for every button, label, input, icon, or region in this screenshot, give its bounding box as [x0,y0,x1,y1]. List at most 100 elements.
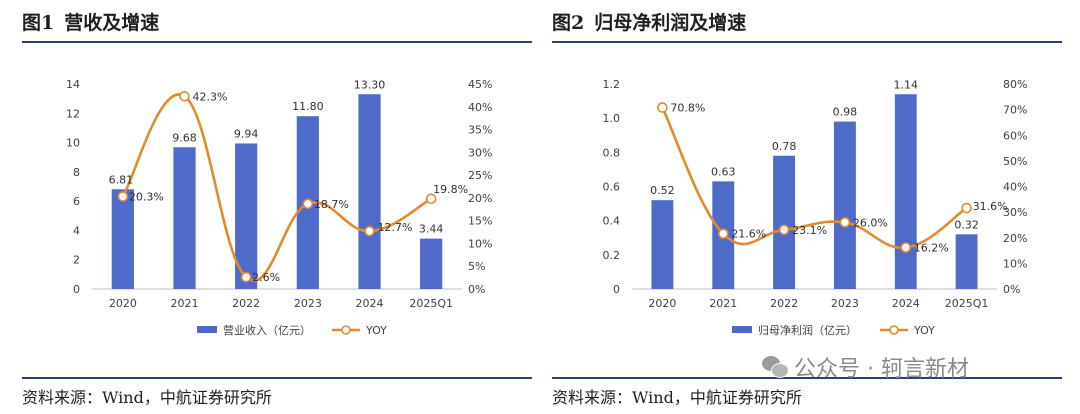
y2-tick-label: 30% [468,146,492,159]
x-tick-label: 2022 [232,297,260,310]
yoy-line [121,93,432,282]
bar [173,147,196,289]
y-tick-label: 12 [66,107,80,120]
figure-1-number: 图1 [22,12,55,34]
bar [833,121,856,289]
figure-2-top-rule [552,41,1062,43]
yoy-point [179,90,190,102]
figure-1-title-text: 营收及增速 [64,12,160,34]
legend-bar-swatch [197,326,217,333]
bar [111,189,134,289]
y2-tick-label: 60% [1003,129,1027,142]
figure-1: 图1 营收及增速 0 2 4 6 8 10 12 14 0% 5% 10% 15% 20% 25% 30% 35… [22,0,532,414]
bar-data-label: 0.63 [711,165,736,178]
bar [955,234,978,289]
x-tick-label: 2021 [171,297,199,310]
y-tick-label: 0 [73,283,80,296]
y2-tick-label: 20% [1003,232,1027,245]
yoy-point [961,202,972,214]
bar-data-label: 13.30 [354,78,386,91]
bar-data-label: 3.44 [419,223,444,236]
yoy-point [839,217,851,228]
yoy-data-label: 42.3% [193,90,228,103]
legend-bar-label: 归母净利润（亿元） [758,323,857,337]
x-tick-label: 2022 [770,297,798,310]
legend-bar-label: 营业收入（亿元） [223,323,311,337]
figure-2-title: 图2 归母净利润及增速 [552,8,746,35]
x-tick-label: 2020 [109,297,137,310]
bar-data-label: 1.14 [894,78,919,91]
figure-1-bottom-rule [22,377,532,379]
y-tick-label: 8 [73,166,80,179]
x-tick-label: 2025Q1 [409,297,453,310]
yoy-data-label: 12.7% [378,221,413,234]
bar [773,155,796,289]
figure-1-source: 资料来源：Wind，中航证券研究所 [22,388,272,407]
y-tick-label: 0.6 [603,181,621,194]
legend-bar-swatch [732,326,752,333]
yoy-data-label: 23.1% [792,224,827,237]
revenue-chart: 0 2 4 6 8 10 12 14 0% 5% 10% 15% 20% 25% 30% 35% 40% 45% 2… [66,78,492,337]
yoy-data-label: 20.3% [129,191,164,204]
x-tick-label: 2020 [648,297,676,310]
legend-line-label: YOY [365,324,387,337]
yoy-data-label: 26.0% [853,216,888,229]
figure-2-number: 图2 [552,12,585,34]
yoy-point [900,242,912,253]
y2-tick-label: 0% [468,283,485,296]
yoy-data-label: 2.6% [252,271,280,284]
y-tick-label: 1.0 [603,112,621,125]
y2-tick-label: 5% [468,260,485,273]
y2-tick-label: 10% [468,237,492,250]
yoy-point [778,224,790,236]
y2-tick-label: 40% [468,101,492,114]
y-tick-label: 14 [66,78,80,91]
yoy-data-label: 19.8% [433,183,468,196]
y2-tick-label: 15% [468,215,492,228]
x-tick-label: 2024 [892,297,920,310]
bar-data-label: 11.80 [292,100,324,113]
y2-tick-label: 20% [468,192,492,205]
y-tick-label: 0.2 [603,249,621,262]
y-tick-label: 1.2 [603,78,621,91]
yoy-point [425,193,437,205]
figure-1-title: 图1 营收及增速 [22,8,159,35]
bar [235,143,258,289]
bar [894,94,917,289]
y-tick-label: 0.4 [603,215,621,228]
x-tick-label: 2025Q1 [945,297,989,310]
y-tick-label: 4 [73,224,80,237]
yoy-point [117,191,129,202]
y-tick-label: 0 [613,283,620,296]
legend-line-marker [341,325,351,335]
yoy-point [302,198,314,210]
yoy-point [717,228,729,239]
yoy-point [364,225,375,237]
y2-tick-label: 40% [1003,181,1027,194]
bar-data-label: 0.78 [772,140,797,153]
bar-data-label: 6.81 [109,173,134,186]
yoy-data-label: 21.6% [731,228,766,241]
y2-tick-label: 25% [468,169,492,182]
y-tick-label: 0.8 [603,146,621,159]
x-tick-label: 2023 [294,297,322,310]
y-tick-label: 6 [73,195,80,208]
bar-data-label: 0.98 [833,106,858,119]
figure-2-title-text: 归母净利润及增速 [594,12,747,34]
y-tick-label: 2 [73,254,80,267]
net-profit-chart: 0 0.2 0.4 0.6 0.8 1.0 1.2 0% 10% 20% 30% 40% 50% 60% 7… [603,78,1028,337]
y2-tick-label: 80% [1003,78,1027,91]
y2-tick-label: 0% [1003,283,1020,296]
y2-tick-label: 35% [468,124,492,137]
yoy-data-label: 31.6% [973,200,1008,213]
figure-2-source: 资料来源：Wind，中航证券研究所 [552,388,802,407]
x-tick-label: 2024 [356,297,384,310]
legend-line-marker [889,325,899,335]
figure-2-bottom-rule [552,377,1062,379]
watermark: 公众号 · 轲言新材 [762,351,969,383]
yoy-point [240,271,252,283]
y2-tick-label: 70% [1003,104,1027,117]
wechat-icon [762,356,789,378]
figure-1-top-rule [22,41,532,43]
x-tick-label: 2023 [831,297,859,310]
